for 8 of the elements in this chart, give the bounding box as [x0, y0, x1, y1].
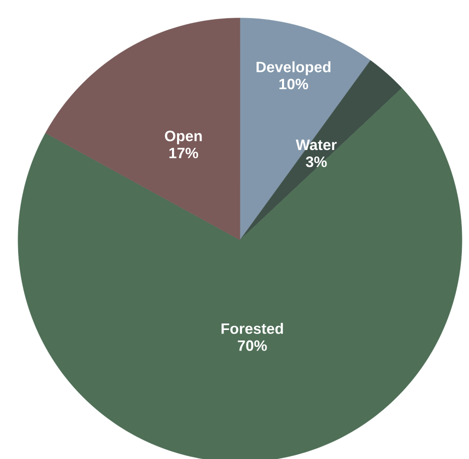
data-label: 17% — [169, 148, 198, 158]
data-label: 3% — [306, 156, 327, 168]
slice-label: Forested — [222, 322, 283, 334]
slice-label: Developed — [256, 61, 330, 76]
slice-label: Water — [296, 140, 337, 150]
slice-label: Open — [164, 130, 202, 144]
data-label: 10% — [279, 78, 308, 90]
data-label: 70% — [238, 340, 267, 351]
